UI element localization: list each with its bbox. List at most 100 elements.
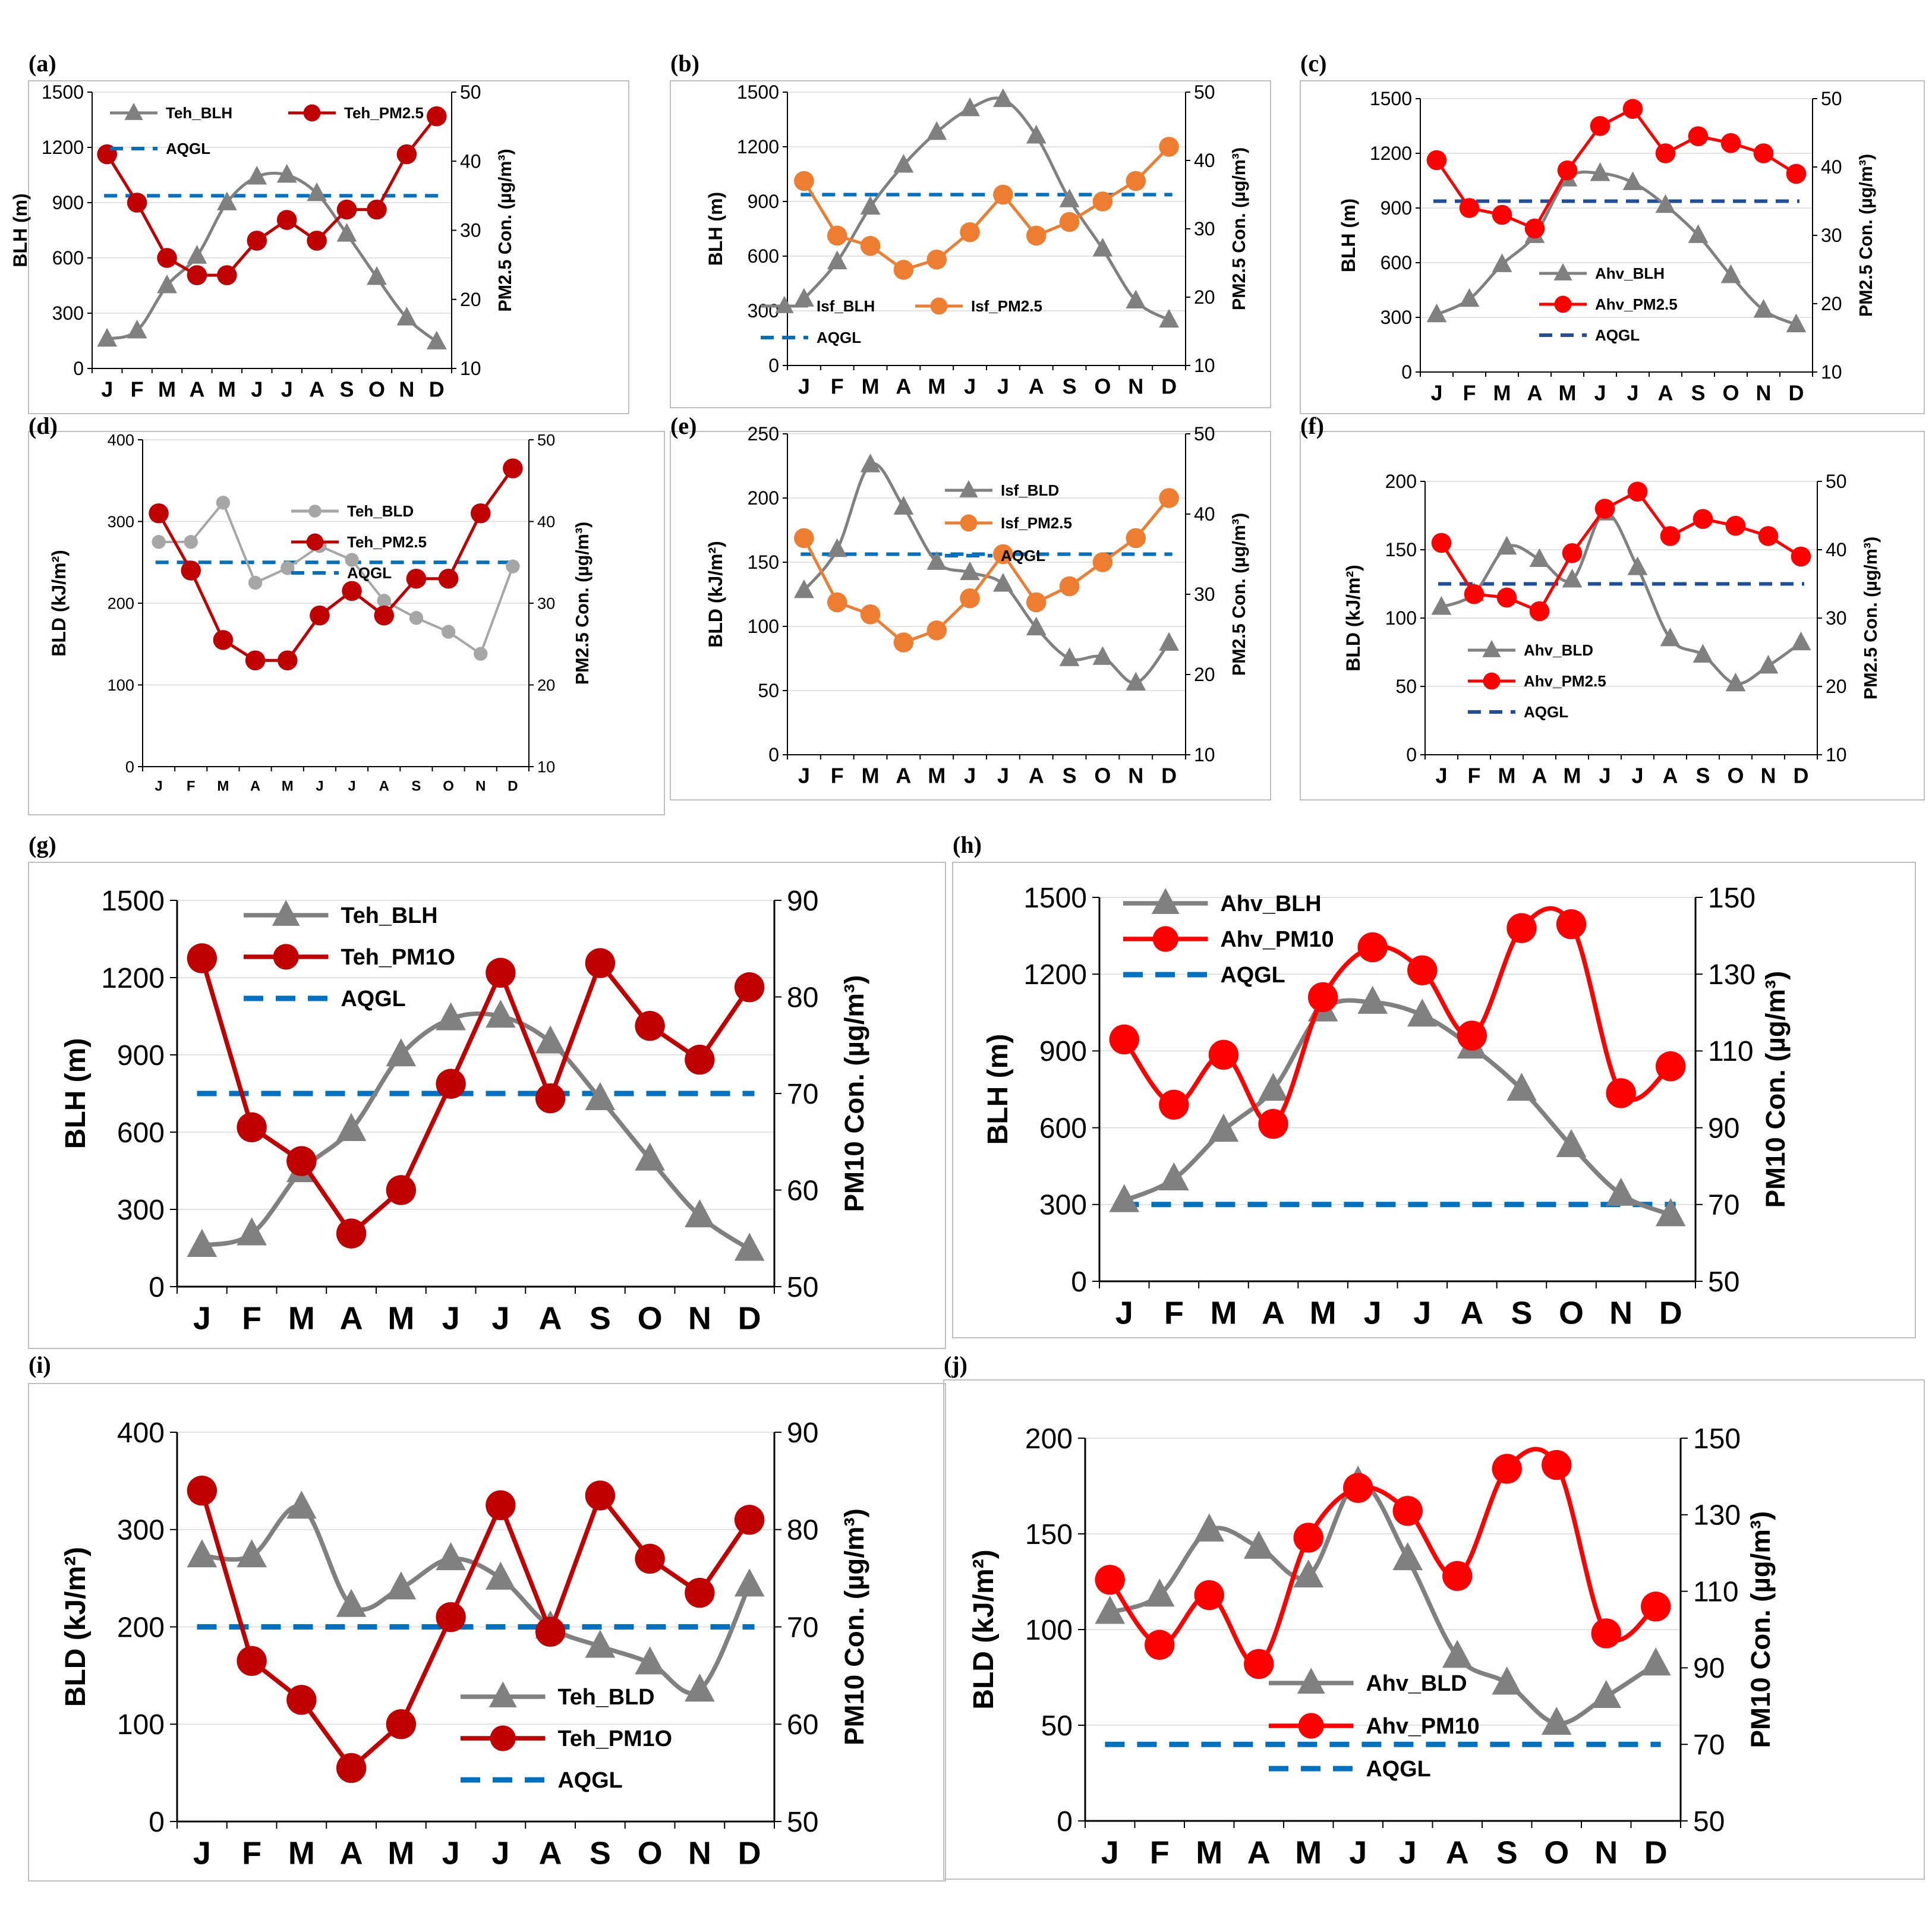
data-point <box>1496 535 1517 555</box>
x-category-label: F <box>131 377 144 402</box>
right-tick-label: 50 <box>1708 1266 1739 1298</box>
series-line <box>159 501 514 656</box>
right-tick-label: 80 <box>787 982 818 1013</box>
series-line <box>201 1011 751 1252</box>
x-category-label: O <box>638 1300 663 1336</box>
data-point <box>486 1000 516 1028</box>
x-category-label: O <box>1559 1295 1584 1331</box>
data-point <box>1622 99 1643 119</box>
x-category-label: O <box>1722 381 1739 405</box>
legend-entry: Isf_PM2.5 <box>945 514 1072 532</box>
right-tick-label: 70 <box>787 1612 818 1643</box>
left-tick-label: 300 <box>1039 1190 1087 1221</box>
left-tick-label: 200 <box>1385 471 1417 492</box>
x-category-label: N <box>1761 764 1776 788</box>
left-tick-label: 300 <box>748 300 779 322</box>
x-category-label: O <box>1094 764 1111 788</box>
data-point <box>1159 1089 1189 1120</box>
right-tick-label: 10 <box>537 758 555 776</box>
data-point <box>1258 1108 1288 1139</box>
data-point <box>1431 596 1452 615</box>
left-tick-label: 100 <box>108 676 134 694</box>
x-category-label: M <box>288 1300 315 1336</box>
data-point <box>1562 543 1583 563</box>
x-category-label: F <box>1468 764 1481 788</box>
series-line <box>803 96 1170 322</box>
data-point <box>127 193 147 213</box>
left-axis-title: BLH (m) <box>60 1038 92 1149</box>
data-point <box>1492 1454 1522 1484</box>
legend-label: Ahv_BLD <box>1524 641 1593 659</box>
left-tick-label: 900 <box>117 1040 165 1072</box>
panel-frame <box>670 80 1271 408</box>
right-tick-label: 30 <box>1826 607 1847 629</box>
x-category-label: J <box>1594 381 1606 405</box>
data-point <box>386 1709 417 1739</box>
data-point <box>1529 601 1550 622</box>
right-tick-label: 70 <box>1708 1190 1739 1221</box>
left-tick-label: 1200 <box>101 963 165 994</box>
left-tick-label: 0 <box>1071 1266 1087 1298</box>
data-point <box>1606 1078 1636 1108</box>
legend-entry: Ahv_PM2.5 <box>1539 295 1678 313</box>
x-category-label: A <box>1029 764 1044 788</box>
data-point <box>342 581 362 601</box>
data-point <box>1258 1073 1288 1101</box>
data-point <box>1059 576 1080 597</box>
x-category-label: O <box>638 1835 663 1871</box>
x-category-label: A <box>1029 374 1044 399</box>
data-point <box>1392 1496 1423 1526</box>
data-point <box>1753 299 1774 318</box>
data-point <box>1442 1561 1473 1592</box>
data-point <box>1693 644 1713 663</box>
x-category-label: J <box>1435 764 1447 788</box>
x-category-label: J <box>491 1835 509 1871</box>
data-point <box>127 319 147 339</box>
x-category-label: A <box>250 778 260 794</box>
x-category-label: M <box>217 778 229 794</box>
data-point <box>1092 552 1113 572</box>
right-tick-label: 60 <box>787 1709 818 1741</box>
legend-entry: AQGL <box>110 140 210 157</box>
data-point <box>1660 526 1681 546</box>
left-tick-label: 400 <box>117 1417 165 1449</box>
data-point <box>860 196 881 215</box>
data-point <box>993 184 1013 205</box>
left-tick-label: 300 <box>108 512 134 531</box>
left-tick-label: 200 <box>748 487 779 509</box>
legend-marker <box>959 480 978 497</box>
x-category-label: D <box>738 1300 761 1336</box>
x-category-label: J <box>997 764 1009 788</box>
series-Ahv_PM10 <box>1095 1447 1671 1679</box>
legend-entry: Ahv_PM2.5 <box>1468 672 1606 690</box>
data-point <box>1725 672 1746 692</box>
right-tick-label: 70 <box>787 1079 818 1110</box>
legend-label: AQGL <box>1524 703 1568 721</box>
left-tick-label: 1200 <box>1023 959 1087 991</box>
legend-entry: Ahv_BLH <box>1539 263 1665 282</box>
left-axis-title: BLD (kJ/m²) <box>1342 565 1364 672</box>
legend-marker <box>1298 1713 1324 1739</box>
legend-label: Isf_PM2.5 <box>971 297 1042 315</box>
legend-label: AQGL <box>558 1768 623 1793</box>
legend-entry: Ahv_PM10 <box>1123 926 1334 952</box>
panel-label: (e) <box>670 412 696 439</box>
x-category-label: F <box>831 764 844 788</box>
left-tick-label: 1500 <box>737 81 779 103</box>
x-category-label: J <box>193 1835 211 1871</box>
x-category-label: S <box>590 1835 611 1871</box>
left-tick-label: 0 <box>1406 744 1417 765</box>
series-Teh_BLD <box>187 1490 765 1702</box>
data-point <box>426 106 447 127</box>
data-point <box>286 1685 317 1715</box>
data-point <box>1092 238 1113 257</box>
data-point <box>426 330 447 349</box>
panel-label: (b) <box>670 50 699 77</box>
data-point <box>1126 672 1146 691</box>
data-point <box>1244 1649 1274 1679</box>
data-point <box>535 1025 566 1054</box>
right-tick-label: 50 <box>1821 88 1842 109</box>
data-point <box>396 144 417 165</box>
left-tick-label: 100 <box>117 1709 165 1741</box>
data-point <box>893 154 914 173</box>
